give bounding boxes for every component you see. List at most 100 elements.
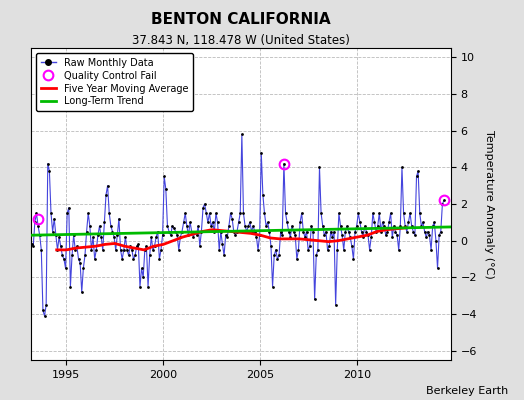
Point <box>427 247 435 253</box>
Point <box>277 228 285 235</box>
Point <box>61 265 70 272</box>
Point <box>346 234 354 240</box>
Point <box>43 160 52 167</box>
Point <box>176 234 184 240</box>
Point <box>142 243 150 250</box>
Point <box>409 228 418 235</box>
Point <box>209 219 217 226</box>
Point <box>223 234 232 240</box>
Point <box>377 228 385 235</box>
Point <box>432 238 440 244</box>
Point <box>105 210 113 216</box>
Point <box>150 243 159 250</box>
Point <box>390 223 398 229</box>
Point <box>430 219 439 226</box>
Point <box>393 232 401 238</box>
Point <box>250 228 259 235</box>
Point <box>440 197 448 204</box>
Point <box>385 219 393 226</box>
Point <box>255 232 264 238</box>
Point <box>128 247 136 253</box>
Point <box>343 223 351 229</box>
Point <box>112 247 120 253</box>
Point <box>81 252 89 258</box>
Point <box>160 173 168 180</box>
Point <box>110 234 118 240</box>
Point <box>425 232 434 238</box>
Point <box>48 228 57 235</box>
Point <box>388 234 397 240</box>
Point <box>207 223 215 229</box>
Point <box>381 232 390 238</box>
Point <box>57 243 65 250</box>
Point <box>236 210 244 216</box>
Point <box>226 210 235 216</box>
Point <box>357 228 366 235</box>
Point <box>58 252 67 258</box>
Point <box>361 223 369 229</box>
Point <box>137 265 146 272</box>
Point <box>333 247 342 253</box>
Point <box>94 232 102 238</box>
Point <box>233 228 241 235</box>
Point <box>133 243 141 250</box>
Point <box>375 210 384 216</box>
Point <box>108 228 117 235</box>
Point <box>215 247 223 253</box>
Point <box>356 219 364 226</box>
Point <box>247 228 256 235</box>
Point <box>399 210 408 216</box>
Point <box>417 223 425 229</box>
Point <box>429 223 437 229</box>
Point <box>64 204 73 211</box>
Point <box>27 241 36 248</box>
Point <box>118 256 126 262</box>
Point <box>264 219 272 226</box>
Point <box>119 247 128 253</box>
Point <box>188 228 196 235</box>
Point <box>113 232 122 238</box>
Point <box>310 296 319 303</box>
Point <box>91 256 99 262</box>
Point <box>183 223 191 229</box>
Point <box>63 210 71 216</box>
Point <box>378 219 387 226</box>
Point <box>24 216 32 222</box>
Point <box>280 160 288 167</box>
Point <box>146 252 154 258</box>
Point <box>436 228 445 235</box>
Point <box>100 219 108 226</box>
Point <box>134 241 143 248</box>
Point <box>438 201 446 207</box>
Point <box>152 234 160 240</box>
Point <box>312 252 321 258</box>
Point <box>257 150 266 156</box>
Point <box>265 228 274 235</box>
Point <box>39 307 47 314</box>
Point <box>326 228 335 235</box>
Point <box>171 228 180 235</box>
Point <box>181 210 190 216</box>
Point <box>374 223 382 229</box>
Point <box>32 210 41 216</box>
Point <box>40 313 49 319</box>
Point <box>291 232 299 238</box>
Point <box>354 210 363 216</box>
Point <box>298 210 306 216</box>
Point <box>391 228 400 235</box>
Point <box>260 210 269 216</box>
Point <box>52 232 60 238</box>
Point <box>433 265 442 272</box>
Point <box>307 223 315 229</box>
Point <box>294 247 303 253</box>
Point <box>230 228 238 235</box>
Point <box>369 210 377 216</box>
Point <box>304 247 312 253</box>
Point <box>278 232 287 238</box>
Point <box>205 210 214 216</box>
Point <box>189 234 198 240</box>
Point <box>103 182 112 189</box>
Point <box>123 247 131 253</box>
Point <box>144 283 152 290</box>
Point <box>406 210 414 216</box>
